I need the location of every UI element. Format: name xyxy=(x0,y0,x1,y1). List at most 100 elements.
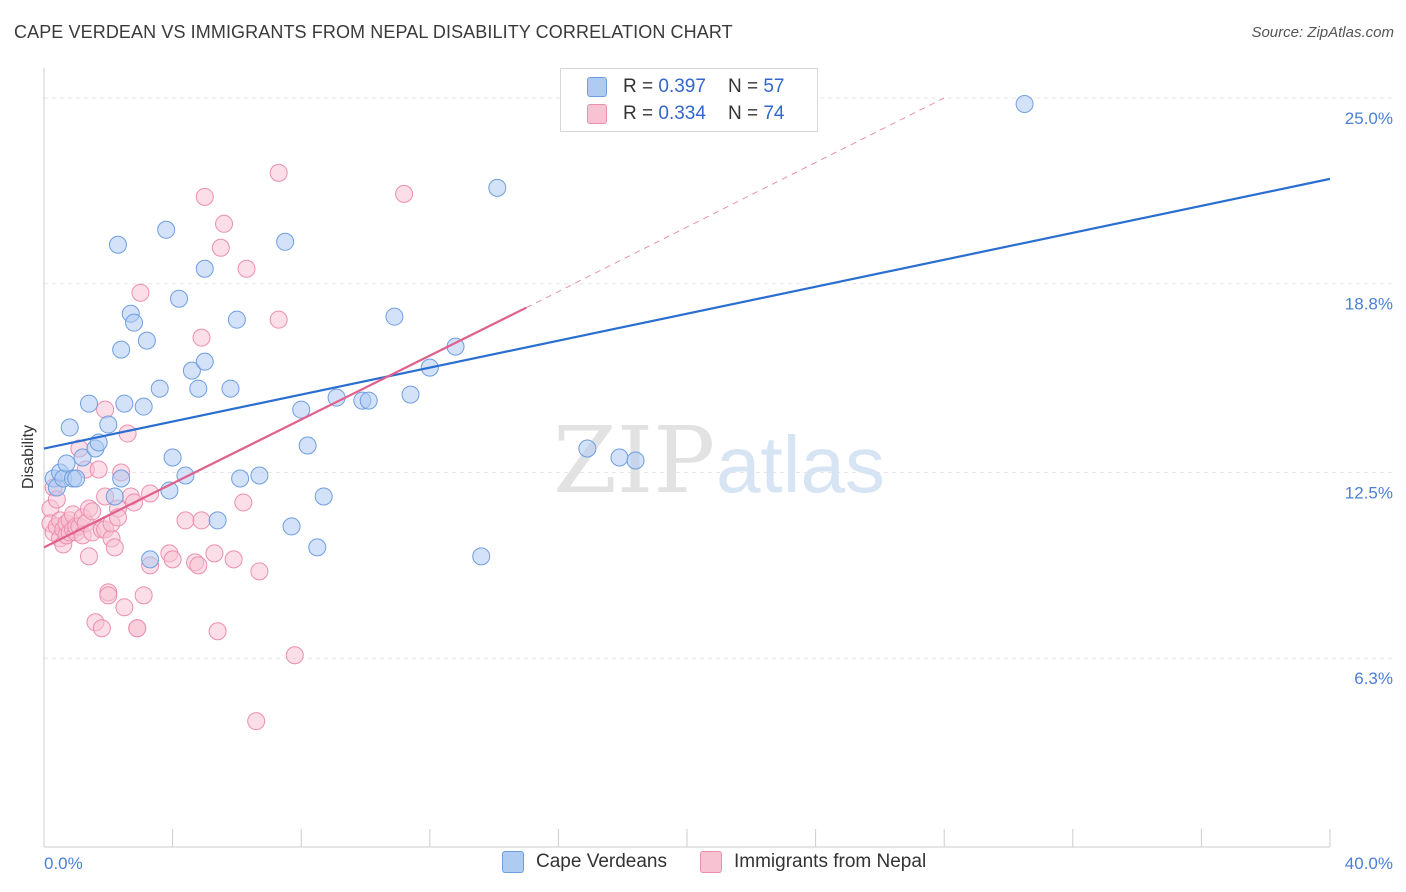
cape-verdean-point xyxy=(99,415,118,434)
legend-label-cape-verdeans: Cape Verdeans xyxy=(536,851,667,872)
y-tick-label: 12.5% xyxy=(1345,483,1393,502)
chart-title: CAPE VERDEAN VS IMMIGRANTS FROM NEPAL DI… xyxy=(14,22,733,42)
nepal-point xyxy=(269,163,288,182)
cape-verdean-point xyxy=(108,235,127,254)
nepal-point xyxy=(247,712,266,731)
cape-verdean-point xyxy=(125,313,144,332)
pink-swatch xyxy=(700,851,722,873)
cape-verdean-point xyxy=(227,310,246,329)
cape-verdean-point xyxy=(1015,94,1034,113)
y-tick-label: 18.8% xyxy=(1345,295,1393,314)
nepal-point xyxy=(250,562,269,581)
legend-label-nepal: Immigrants from Nepal xyxy=(734,851,927,872)
legend-item-nepal: Immigrants from Nepal xyxy=(700,851,926,873)
cape-verdean-point xyxy=(163,448,182,467)
series-cape-verdean-points xyxy=(44,94,1034,569)
r-label: R = xyxy=(623,103,654,124)
legend-row-cape-verdeans: R = 0.397 N = 57 xyxy=(587,75,784,99)
trend-lines xyxy=(43,97,1331,549)
cape-verdean-point xyxy=(282,517,301,536)
nepal-point xyxy=(163,550,182,569)
nepal-point xyxy=(195,187,214,206)
cape-verdean-point xyxy=(221,379,240,398)
y-tick-label: 25.0% xyxy=(1345,109,1393,128)
cape-verdean-point xyxy=(359,391,378,410)
cape-verdean-point xyxy=(105,487,124,506)
cape-verdean-point xyxy=(195,352,214,371)
cape-verdean-point xyxy=(73,448,92,467)
cape-verdean-point xyxy=(472,547,491,566)
cape-verdean-point xyxy=(401,385,420,404)
cape-verdean-point xyxy=(115,394,134,413)
cape-verdean-point xyxy=(327,388,346,407)
watermark: ZIP atlas xyxy=(553,407,885,514)
nepal-point xyxy=(215,214,234,233)
grid-lines xyxy=(44,97,1393,659)
cape-verdean-point xyxy=(385,307,404,326)
nepal-point xyxy=(237,259,256,278)
n-label: N = xyxy=(727,76,759,97)
cape-verdean-point xyxy=(276,232,295,251)
cape-verdean-point xyxy=(170,289,189,308)
cape-verdean-point xyxy=(112,469,131,488)
nepal-trend-extension xyxy=(526,97,945,309)
nepal-point xyxy=(285,646,304,665)
cape-verdean-point xyxy=(182,361,201,380)
cape-verdean-point xyxy=(626,451,645,470)
nepal-point xyxy=(192,511,211,530)
cape-verdean-point xyxy=(157,220,176,239)
cape-verdean-point xyxy=(112,340,131,359)
cape-verdean-point xyxy=(195,259,214,278)
nepal-point xyxy=(189,556,208,575)
cape-verdean-point xyxy=(308,538,327,557)
watermark-atlas: atlas xyxy=(716,420,885,509)
y-tick-label: 6.3% xyxy=(1354,669,1393,688)
legend-row-nepal: R = 0.334 N = 74 xyxy=(587,102,784,126)
series-nepal-points xyxy=(41,163,414,731)
cape-verdean-point xyxy=(208,511,227,530)
cape-verdean-point xyxy=(610,448,629,467)
cape-verdean-point xyxy=(134,397,153,416)
nepal-point xyxy=(134,586,153,605)
nepal-point xyxy=(128,619,147,638)
cape-verdean-point xyxy=(298,436,317,455)
cape-verdean-point xyxy=(488,178,507,197)
nepal-point xyxy=(96,400,115,419)
axes xyxy=(43,68,1331,848)
pink-swatch xyxy=(587,104,607,124)
cape-verdean-point xyxy=(176,466,195,485)
nepal-point xyxy=(118,424,137,443)
nepal-point xyxy=(208,622,227,641)
r-value: 0.334 xyxy=(658,103,706,124)
nepal-point xyxy=(131,283,150,302)
x-tick-label-min: 0.0% xyxy=(44,854,83,873)
nepal-point xyxy=(269,310,288,329)
nepal-point xyxy=(105,538,124,557)
cape-verdean-point xyxy=(137,331,156,350)
y-tick-labels: 25.0% 18.8% 12.5% 6.3% xyxy=(1345,109,1393,688)
nepal-point xyxy=(224,550,243,569)
nepal-point xyxy=(192,328,211,347)
cape-verdean-point xyxy=(578,439,597,458)
nepal-point xyxy=(92,619,111,638)
y-axis-title: Disability xyxy=(20,425,37,489)
legend-item-cape-verdeans: Cape Verdeans xyxy=(502,851,667,873)
stats-legend: R = 0.397 N = 57 R = 0.334 N = 74 xyxy=(560,68,818,132)
nepal-point xyxy=(205,544,224,563)
nepal-point xyxy=(89,460,108,479)
nepal-point xyxy=(80,547,99,566)
nepal-point xyxy=(115,598,134,617)
cape-verdean-point xyxy=(57,454,76,473)
nepal-point xyxy=(83,502,102,521)
r-value: 0.397 xyxy=(658,76,706,97)
cape-verdean-point xyxy=(292,400,311,419)
cape-verdean-point xyxy=(141,550,160,569)
source-label: Source: ZipAtlas.com xyxy=(1251,24,1394,41)
nepal-point xyxy=(99,586,118,605)
cape-verdean-point xyxy=(250,466,269,485)
x-tick-labels: 0.0% 40.0% xyxy=(44,854,1393,873)
bottom-legend: Cape Verdeans Immigrants from Nepal xyxy=(0,851,1406,877)
cape-verdean-point xyxy=(150,379,169,398)
nepal-point xyxy=(395,184,414,203)
